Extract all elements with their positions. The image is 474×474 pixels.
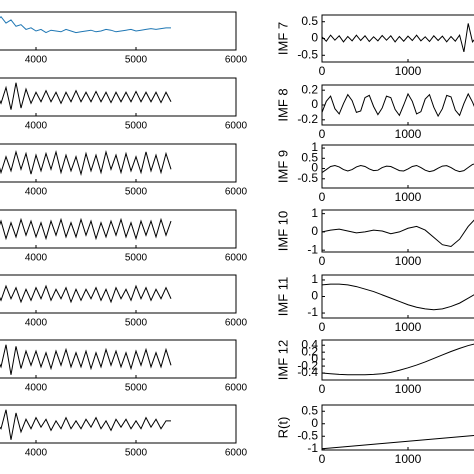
axes-box [0, 77, 237, 117]
x-tick-label: 4000 [25, 55, 48, 66]
y-axis-label: IMF 11 [275, 277, 290, 317]
y-tick-label: -1 [307, 242, 318, 256]
x-tick-label: 4000 [25, 383, 48, 394]
y-tick-label: -1 [307, 305, 318, 319]
y-axis-label: IMF 8 [275, 88, 290, 121]
signal-line [0, 344, 172, 375]
axes-box [0, 404, 237, 444]
y-tick-label: 1 [311, 140, 318, 154]
y-tick-label: 0 [311, 289, 318, 303]
axes-box [321, 274, 474, 319]
axes-box [0, 209, 237, 249]
x-tick-label: 5000 [125, 55, 148, 66]
x-tick-label: 5000 [125, 383, 148, 394]
signal-line [322, 163, 474, 174]
x-tick-label: 6000 [225, 55, 248, 66]
x-tick-label: 0 [319, 190, 326, 204]
y-tick-label: -0.5 [297, 47, 318, 61]
signal-line [0, 16, 171, 34]
x-tick-label: 0 [319, 254, 326, 268]
x-tick-label: 1000 [395, 382, 422, 396]
signal-line [0, 149, 172, 177]
x-tick-label: 4000 [25, 253, 48, 264]
x-tick-label: 0 [319, 64, 326, 78]
y-axis-label: IMF 10 [275, 211, 290, 251]
y-tick-label: 0 [311, 416, 318, 430]
axes-box [0, 11, 237, 51]
x-tick-label: 5000 [125, 121, 148, 132]
axes-box [321, 144, 474, 189]
y-tick-label: 0.5 [301, 403, 318, 417]
x-tick-label: 0 [319, 382, 326, 396]
y-tick-label: 0.4 [301, 337, 318, 351]
signal-line [322, 23, 474, 53]
y-axis-label: IMF 7 [275, 22, 290, 55]
y-axis-label: IMF 9 [275, 150, 290, 183]
y-tick-label: 1 [311, 206, 318, 220]
x-tick-label: 6000 [225, 253, 248, 264]
x-tick-label: 5000 [125, 187, 148, 198]
axes-box [321, 339, 474, 381]
signal-line [0, 217, 172, 241]
y-tick-label: 0 [311, 31, 318, 45]
signal-line [322, 283, 474, 311]
x-tick-label: 4000 [25, 121, 48, 132]
signal-line [322, 92, 474, 118]
signal-line [0, 82, 172, 110]
x-tick-label: 6000 [225, 187, 248, 198]
x-tick-label: 4000 [25, 187, 48, 198]
signal-line [0, 409, 171, 440]
y-tick-label: -0.5 [297, 171, 318, 185]
x-tick-label: 1000 [395, 64, 422, 78]
y-tick-label: 0.5 [301, 14, 318, 28]
y-tick-label: -1 [307, 441, 318, 455]
x-tick-label: 1000 [395, 254, 422, 268]
y-tick-label: -0.2 [297, 112, 318, 126]
signal-line [0, 284, 172, 304]
y-tick-label: 0 [311, 224, 318, 238]
y-axis-label: IMF 12 [275, 340, 290, 380]
x-tick-label: 1000 [395, 190, 422, 204]
y-tick-label: 1 [311, 272, 318, 286]
y-tick-label: 0.5 [301, 150, 318, 164]
x-tick-label: 6000 [225, 448, 248, 459]
axes-box [0, 274, 237, 314]
x-tick-label: 5000 [125, 448, 148, 459]
y-tick-label: 0 [311, 161, 318, 175]
signal-line [322, 343, 474, 376]
x-tick-label: 6000 [225, 383, 248, 394]
signal-line [322, 219, 474, 248]
x-tick-label: 0 [319, 452, 326, 466]
signal-line [322, 434, 474, 450]
x-tick-label: 5000 [125, 253, 148, 264]
axes-box [321, 84, 474, 126]
y-tick-label: 0 [311, 97, 318, 111]
y-tick-label: 0 [311, 351, 318, 365]
x-tick-label: 0 [319, 320, 326, 334]
y-tick-label: -0.5 [297, 428, 318, 442]
x-tick-label: 1000 [395, 452, 422, 466]
y-tick-label: -0.2 [297, 358, 318, 372]
y-tick-label: -0.4 [297, 365, 318, 379]
axes-box [0, 339, 237, 379]
y-axis-label: R(t) [275, 417, 290, 439]
x-tick-label: 1000 [395, 320, 422, 334]
x-tick-label: 5000 [125, 318, 148, 329]
x-tick-label: 4000 [25, 448, 48, 459]
y-tick-label: 0.2 [301, 82, 318, 96]
x-tick-label: 6000 [225, 121, 248, 132]
x-tick-label: 6000 [225, 318, 248, 329]
x-tick-label: 0 [319, 127, 326, 141]
y-tick-label: 0.2 [301, 344, 318, 358]
x-tick-label: 4000 [25, 318, 48, 329]
axes-box [321, 404, 474, 451]
x-tick-label: 1000 [395, 127, 422, 141]
axes-box [0, 143, 237, 183]
